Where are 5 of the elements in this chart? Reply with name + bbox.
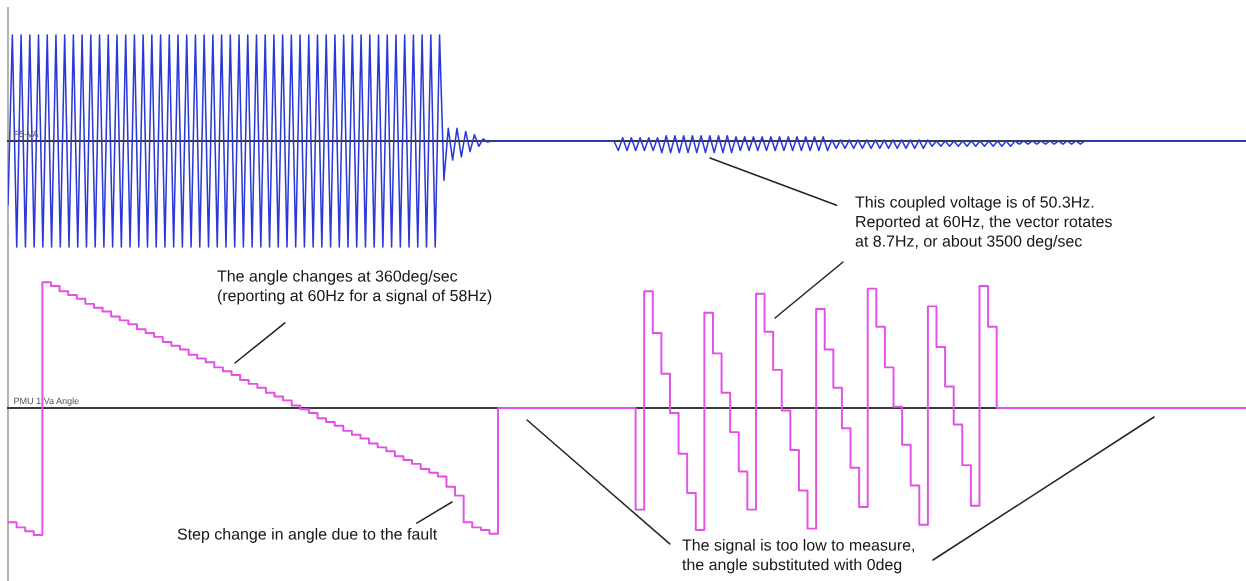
annotation: The angle changes at 360deg/sec (reporting at 60Hz for a signal of 58Hz) — [217, 270, 492, 305]
series-label: PMU 1 Va Angle — [14, 397, 79, 406]
text: The signal is too low to measure, the angle substituted with 0deg — [682, 539, 915, 574]
annotation: Step change in angle due to the fault — [177, 528, 438, 543]
annotation: This coupled voltage is of 50.3Hz. Reported at 60Hz, the vector rotates at 8.7Hz, or about 3500 deg/sec — [855, 196, 1112, 250]
